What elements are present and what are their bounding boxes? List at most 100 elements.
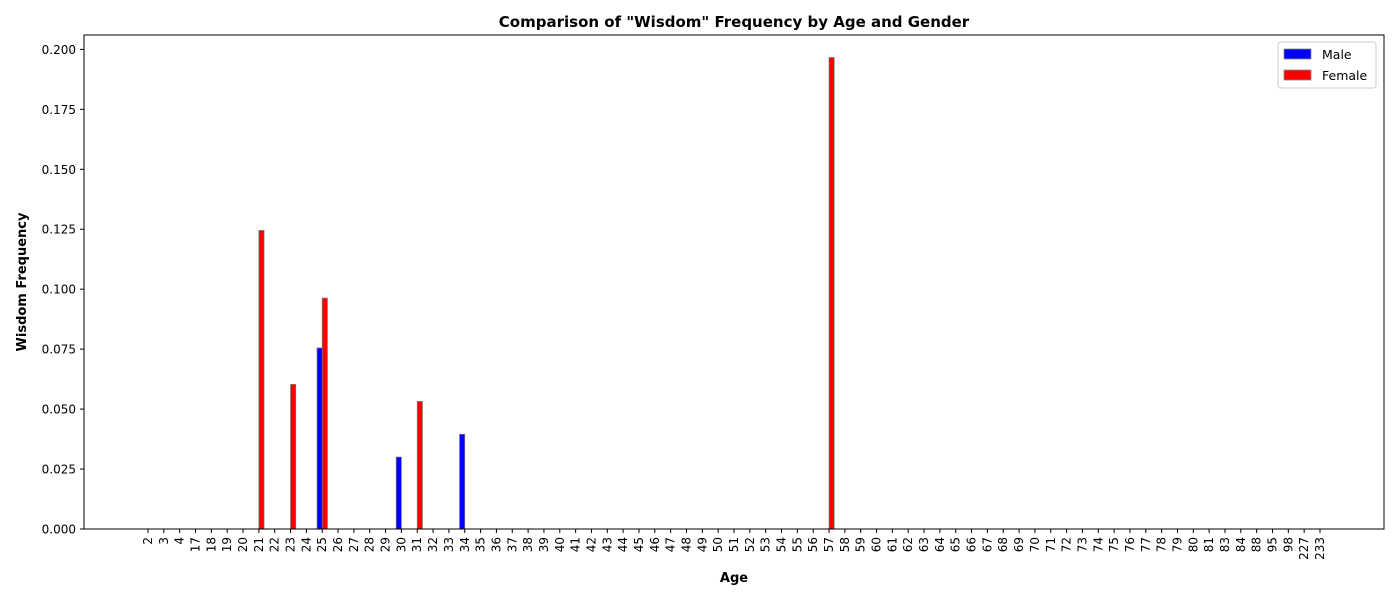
x-axis-label: Age — [720, 571, 748, 586]
x-tick-label: 41 — [569, 537, 583, 552]
x-tick-label: 2 — [141, 537, 155, 545]
x-tick-label: 64 — [933, 537, 947, 552]
x-tick-label: 22 — [268, 537, 282, 552]
x-tick-label: 88 — [1250, 537, 1264, 552]
x-tick-label: 20 — [236, 537, 250, 552]
x-tick-label: 24 — [299, 537, 313, 552]
x-tick-label: 58 — [838, 537, 852, 552]
x-tick-label: 32 — [426, 537, 440, 552]
plot-frame — [83, 34, 1385, 530]
x-tick-label: 33 — [442, 537, 456, 552]
y-tick-label: 0.175 — [42, 103, 76, 117]
bar-female-age-31 — [416, 401, 423, 530]
bar-female-age-23 — [290, 384, 297, 530]
x-tick-label: 57 — [822, 537, 836, 552]
x-tick-label: 51 — [727, 537, 741, 552]
x-tick-label: 35 — [474, 537, 488, 552]
y-tick-label: 0.125 — [42, 223, 76, 237]
x-tick-label: 46 — [648, 537, 662, 552]
y-tick-label: 0.200 — [42, 43, 76, 57]
legend-label-male: Male — [1322, 47, 1352, 62]
x-tick-label: 36 — [489, 537, 503, 552]
x-tick-label: 52 — [743, 537, 757, 552]
x-tick-label: 81 — [1202, 537, 1216, 552]
x-tick-label: 29 — [379, 537, 393, 552]
y-tick-label: 0.050 — [42, 403, 76, 417]
y-tick-label: 0.150 — [42, 163, 76, 177]
x-tick-label: 98 — [1281, 537, 1295, 552]
y-tick-label: 0.075 — [42, 343, 76, 357]
y-tick-label: 0.000 — [42, 523, 76, 537]
chart-title: Comparison of "Wisdom" Frequency by Age … — [499, 13, 970, 31]
x-tick-label: 61 — [885, 537, 899, 552]
x-tick-label: 73 — [1075, 537, 1089, 552]
x-tick-label: 227 — [1297, 537, 1311, 560]
x-tick-label: 55 — [790, 537, 804, 552]
x-tick-label: 63 — [917, 537, 931, 552]
y-tick-label: 0.100 — [42, 283, 76, 297]
x-tick-label: 78 — [1155, 537, 1169, 552]
legend-swatch-female — [1283, 69, 1312, 81]
x-tick-label: 50 — [711, 537, 725, 552]
x-tick-label: 54 — [775, 537, 789, 552]
bars-layer — [258, 57, 835, 530]
x-tick-label: 49 — [695, 537, 709, 552]
legend-swatch-male — [1283, 48, 1312, 60]
x-tick-label: 27 — [347, 537, 361, 552]
x-tick-label: 77 — [1139, 537, 1153, 552]
x-tick-label: 72 — [1060, 537, 1074, 552]
x-tick-label: 18 — [204, 537, 218, 552]
legend: Male Female — [1277, 41, 1377, 89]
y-axis: 0.000 0.025 0.050 0.075 0.100 0.125 0.150 0.175… — [42, 43, 84, 537]
x-tick-label: 45 — [632, 537, 646, 552]
x-tick-label: 34 — [458, 537, 472, 552]
x-tick-label: 60 — [870, 537, 884, 552]
x-tick-label: 47 — [664, 537, 678, 552]
x-tick-label: 39 — [537, 537, 551, 552]
x-tick-label: 62 — [901, 537, 915, 552]
x-tick-label: 48 — [679, 537, 693, 552]
legend-label-female: Female — [1322, 68, 1368, 83]
x-tick-label: 31 — [410, 537, 424, 552]
bar-female-age-57 — [828, 57, 835, 530]
x-tick-label: 42 — [584, 537, 598, 552]
x-tick-label: 56 — [806, 537, 820, 552]
x-tick-label: 25 — [315, 537, 329, 552]
bar-male-age-34 — [459, 433, 466, 530]
bar-female-age-25 — [321, 297, 328, 530]
x-tick-label: 83 — [1218, 537, 1232, 552]
x-tick-label: 66 — [965, 537, 979, 552]
bar-male-age-25 — [316, 347, 323, 530]
y-axis-label: Wisdom Frequency — [15, 212, 30, 351]
x-tick-label: 3 — [157, 537, 171, 545]
x-tick-label: 28 — [363, 537, 377, 552]
x-tick-label: 80 — [1186, 537, 1200, 552]
x-tick-label: 21 — [252, 537, 266, 552]
x-tick-label: 68 — [996, 537, 1010, 552]
bar-male-age-30 — [395, 456, 402, 530]
x-tick-label: 65 — [949, 537, 963, 552]
x-tick-label: 30 — [394, 537, 408, 552]
bar-female-age-21 — [258, 230, 265, 530]
x-tick-label: 76 — [1123, 537, 1137, 552]
x-tick-label: 69 — [1012, 537, 1026, 552]
x-tick-label: 44 — [616, 537, 630, 552]
x-tick-label: 75 — [1107, 537, 1121, 552]
x-tick-label: 84 — [1234, 537, 1248, 552]
x-tick-label: 40 — [553, 537, 567, 552]
x-tick-label: 59 — [854, 537, 868, 552]
x-tick-label: 17 — [189, 537, 203, 552]
x-tick-label: 4 — [173, 537, 187, 545]
x-tick-label: 37 — [505, 537, 519, 552]
x-tick-label: 53 — [759, 537, 773, 552]
x-tick-label: 79 — [1170, 537, 1184, 552]
x-tick-label: 95 — [1265, 537, 1279, 552]
x-tick-label: 67 — [980, 537, 994, 552]
x-tick-label: 71 — [1044, 537, 1058, 552]
x-tick-label: 26 — [331, 537, 345, 552]
x-tick-label: 70 — [1028, 537, 1042, 552]
x-axis: 2 3 4 17 18 19 20 21 22 23 24 25 26 27 28 29 30 31 32 33 34 3… — [141, 529, 1327, 560]
x-tick-label: 233 — [1313, 537, 1327, 560]
